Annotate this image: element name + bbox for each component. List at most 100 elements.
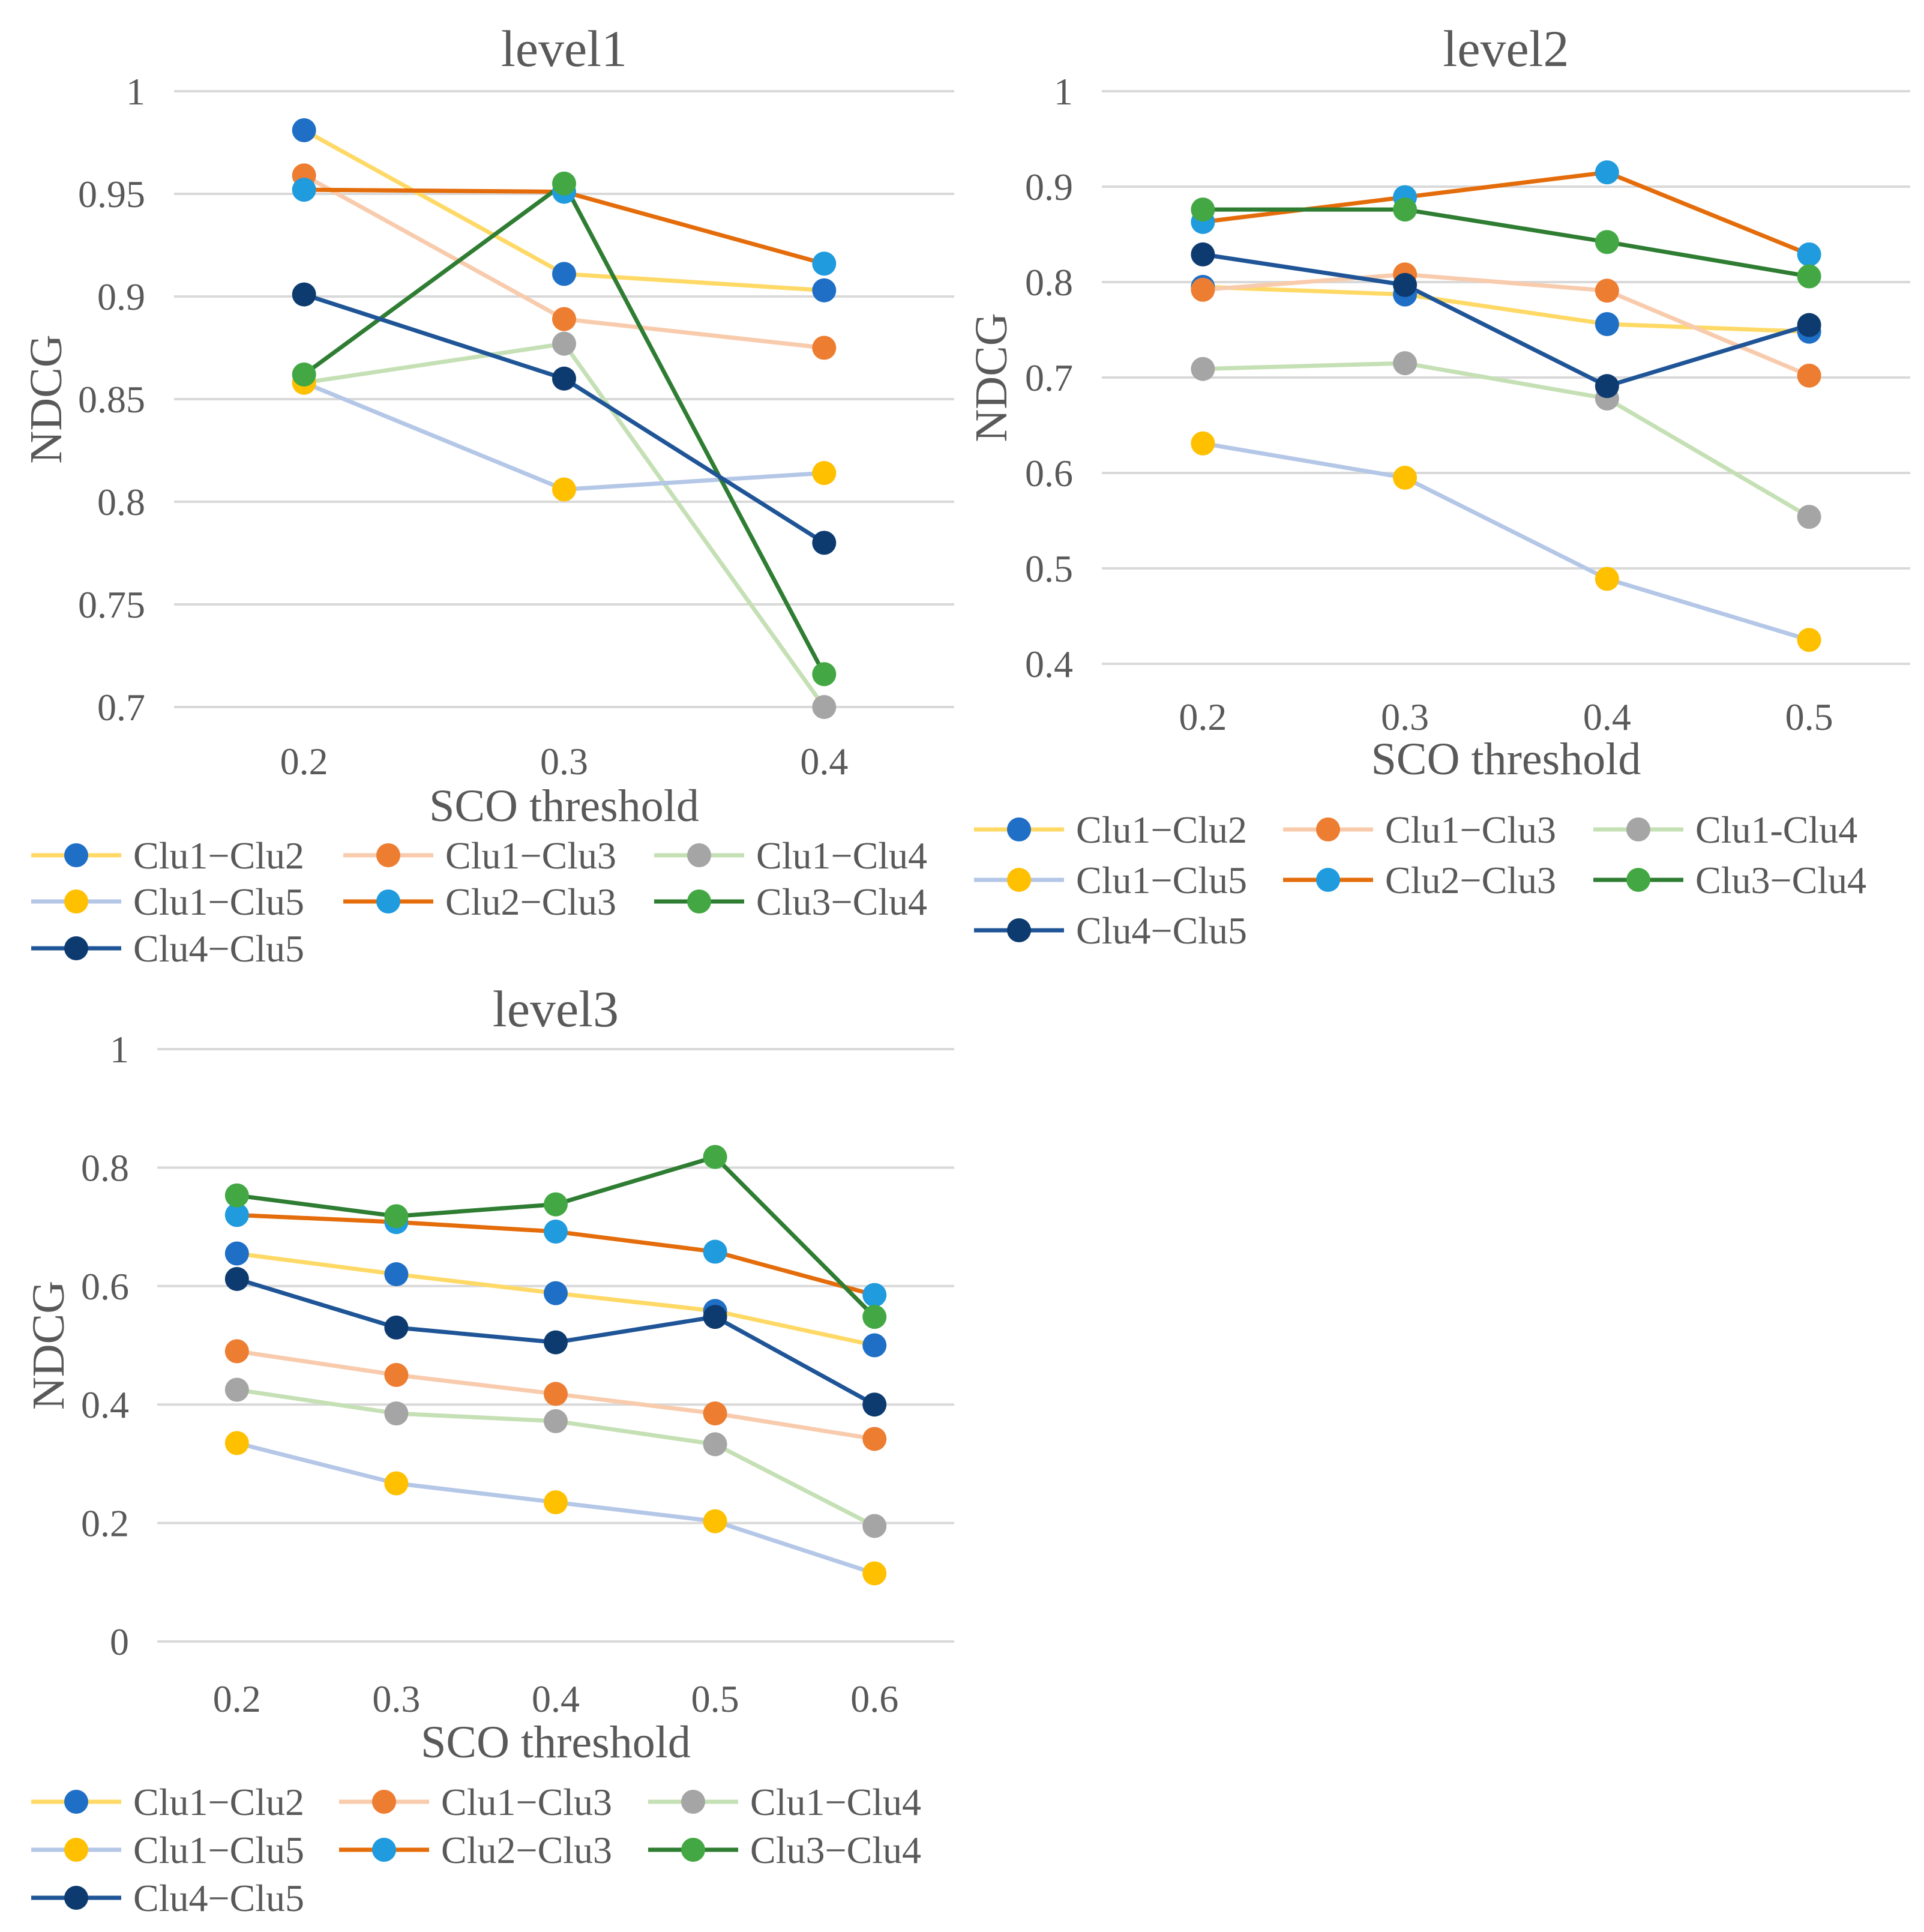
legend-item: Clu1−Clu5 [974,859,1247,901]
data-point [862,1561,887,1586]
y-tick-label: 0 [110,1621,129,1663]
data-point [1797,628,1821,652]
data-point [292,282,316,307]
legend-item: Clu4−Clu5 [31,927,304,970]
legend-label: Clu1−Clu4 [756,834,927,877]
y-tick-label: 0.75 [78,583,145,626]
x-tick-label: 0.5 [1785,696,1833,738]
data-point [224,1377,249,1402]
data-point [552,477,576,502]
legend-label: Clu1−Clu5 [133,1829,304,1871]
data-point [1797,313,1821,337]
x-axis-label: SCO threshold [421,1717,691,1768]
y-axis-label: NDCG [966,313,1017,442]
legend-item: Clu1−Clu3 [343,834,616,877]
legend-item: Clu3−Clu4 [1593,859,1866,901]
data-point [544,1281,568,1305]
legend-marker [64,936,88,960]
data-point [812,531,837,555]
data-point [703,1432,727,1457]
y-tick-label: 0.9 [97,275,145,318]
data-point [384,1315,409,1340]
y-tick-label: 0.7 [1025,357,1073,399]
legend-marker [687,843,711,867]
data-point [1595,230,1619,254]
x-tick-label: 0.3 [540,740,588,783]
x-tick-label: 0.4 [532,1678,580,1720]
data-point [1393,465,1417,490]
legend-label: Clu3−Clu4 [750,1829,921,1871]
chart-title: level1 [501,20,627,77]
legend-label: Clu1−Clu2 [1076,808,1247,851]
x-tick-label: 0.2 [213,1678,261,1720]
data-point [703,1239,727,1264]
data-point [384,1362,409,1387]
y-tick-label: 0.9 [1025,166,1073,208]
legend-marker [1007,918,1031,942]
y-tick-labels: 0.7 0.75 0.8 0.85 0.9 0.95 1 [78,70,145,729]
series-line [1200,252,1812,388]
data-point [1595,278,1619,303]
x-tick-labels: 0.2 0.3 0.4 0.5 0.6 [213,1678,898,1720]
data-point [1797,264,1821,289]
data-point [224,1241,249,1266]
data-point [862,1392,887,1417]
data-point [812,278,837,302]
legend-marker [376,889,400,913]
y-tick-label: 0.4 [81,1383,129,1426]
legend-item: Clu1−Clu4 [654,834,927,877]
x-tick-label: 0.3 [1381,696,1429,738]
chart-level1: level1 0.7 0.75 0.8 0.85 0.9 0.95 1 0.2 0.3 0.4 SCO… [21,20,954,970]
data-point [1393,351,1417,376]
data-point [544,1409,568,1433]
data-point [292,178,316,202]
data-point [384,1262,409,1287]
legend-label: Clu1−Clu2 [133,1781,304,1823]
y-tick-label: 0.8 [1025,261,1073,304]
y-tick-labels: 0.4 0.5 0.6 0.7 0.8 0.9 1 [1025,70,1073,685]
legend-marker [1316,868,1340,892]
data-point [224,1266,249,1291]
data-point [862,1305,887,1329]
data-point [384,1204,409,1229]
legend-item: Clu1−Clu2 [31,1781,304,1823]
x-tick-label: 0.2 [1179,696,1227,738]
x-tick-label: 0.6 [850,1678,898,1720]
legend-item: Clu4−Clu5 [31,1877,304,1919]
y-tick-label: 0.8 [97,481,145,523]
legend-label: Clu4−Clu5 [133,927,304,970]
x-tick-labels: 0.2 0.3 0.4 0.5 [1179,696,1833,738]
legend-item: Clu1−Clu5 [31,880,304,923]
series-line [1200,284,1812,334]
chart-level2: level2 0.4 0.5 0.6 0.7 0.8 0.9 1 0.2 0.3 0.4 0.5 SCO… [966,20,1910,952]
legend-label: Clu1−Clu3 [441,1781,612,1823]
data-point [552,331,576,356]
series-line [302,292,826,545]
x-axis-label: SCO threshold [1371,734,1641,784]
data-point [812,695,837,719]
data-point [544,1330,568,1355]
legend-label: Clu2−Clu3 [441,1829,612,1871]
legend-label: Clu4−Clu5 [1076,909,1247,952]
legend-item: Clu1−Clu4 [648,1781,921,1823]
legend-label: Clu3−Clu4 [756,880,927,923]
x-tick-label: 0.2 [280,740,328,783]
legend: Clu1−Clu2 Clu1−Clu3 Clu1-Clu4 Clu1−Clu5 Clu2… [974,808,1866,952]
chart-panel-level1: level1 0.7 0.75 0.8 0.85 0.9 0.95 1 0.2 0.3 0.4 SCO… [0,0,962,972]
data-point [1595,567,1619,591]
series-line [1200,441,1812,642]
legend-marker [372,1790,396,1814]
y-tick-label: 1 [1054,70,1073,113]
data-point [812,461,837,486]
series-line [1200,361,1812,519]
series-line [1200,272,1812,378]
series-lines [302,128,826,709]
legend-item: Clu3−Clu4 [654,880,927,923]
data-point [1595,374,1619,399]
legend-item: Clu1−Clu3 [1283,808,1556,851]
y-axis-label: NDCG [21,334,71,463]
y-tick-label: 1 [110,1028,129,1071]
legend-item: Clu3−Clu4 [648,1829,921,1871]
legend-marker [1626,868,1650,892]
x-tick-labels: 0.2 0.3 0.4 [280,740,849,783]
